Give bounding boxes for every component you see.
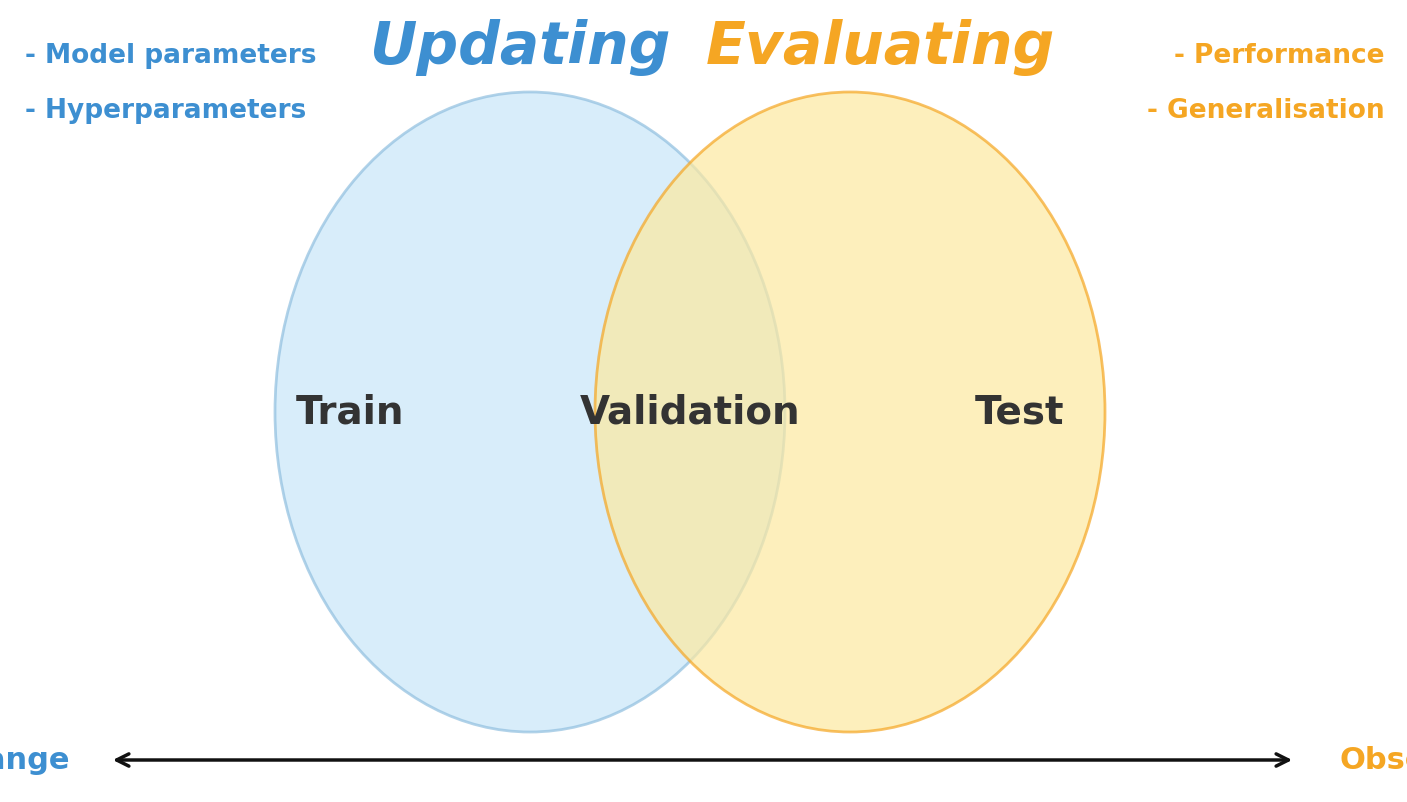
Ellipse shape	[595, 93, 1104, 732]
Text: Change: Change	[0, 746, 70, 775]
Text: - Performance: - Performance	[1175, 43, 1384, 69]
Text: Updating: Updating	[369, 19, 671, 76]
Ellipse shape	[274, 93, 785, 732]
Text: - Generalisation: - Generalisation	[1147, 98, 1384, 124]
Text: - Model parameters: - Model parameters	[25, 43, 317, 69]
Text: Validation: Validation	[580, 394, 801, 431]
Text: Observe: Observe	[1339, 746, 1407, 775]
Text: Evaluating: Evaluating	[705, 19, 1055, 76]
Text: Test: Test	[975, 394, 1065, 431]
Text: - Hyperparameters: - Hyperparameters	[25, 98, 307, 124]
Text: Train: Train	[295, 394, 404, 431]
